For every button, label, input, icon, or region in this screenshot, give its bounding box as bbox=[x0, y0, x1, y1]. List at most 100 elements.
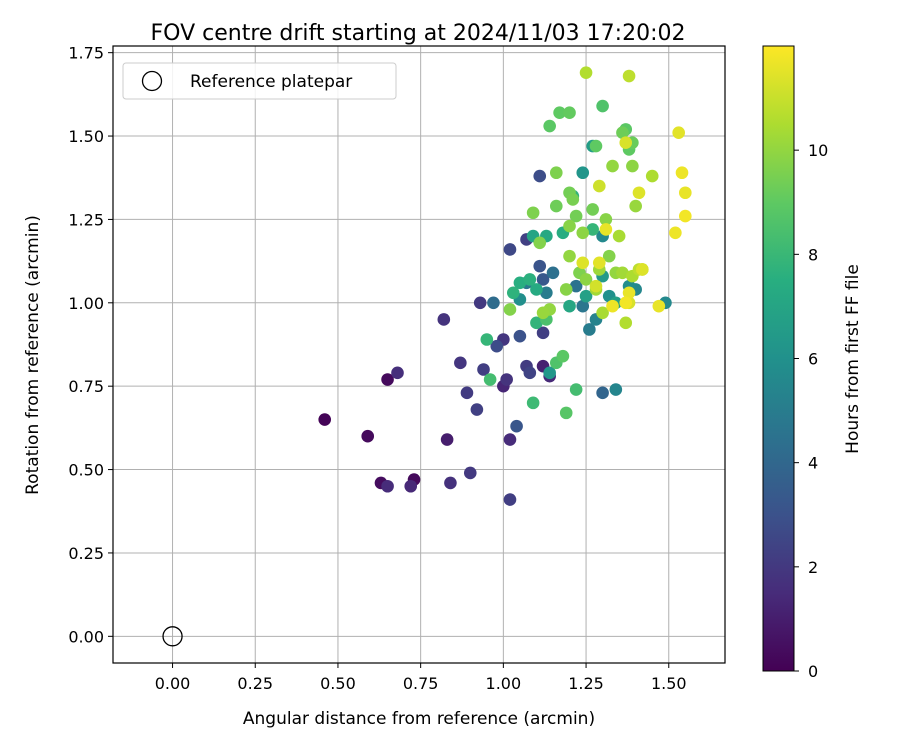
colorbar-label: Hours from first FF file bbox=[843, 264, 863, 454]
data-point bbox=[586, 223, 599, 236]
data-point bbox=[616, 126, 629, 140]
data-point bbox=[546, 266, 560, 280]
data-point bbox=[404, 479, 418, 493]
data-point bbox=[602, 249, 616, 263]
data-point bbox=[549, 199, 563, 213]
data-point bbox=[619, 316, 633, 330]
colorbar-tick-label: 6 bbox=[808, 350, 818, 369]
data-point bbox=[533, 259, 547, 273]
data-point bbox=[553, 106, 566, 120]
data-point bbox=[576, 226, 590, 240]
chart-title: FOV centre drift starting at 2024/11/03 … bbox=[151, 21, 686, 46]
data-point bbox=[503, 303, 517, 316]
data-point bbox=[629, 199, 642, 213]
y-tick-label: 1.00 bbox=[68, 294, 104, 313]
data-point bbox=[669, 226, 682, 240]
data-point bbox=[463, 466, 477, 480]
data-point bbox=[536, 326, 550, 340]
data-point bbox=[540, 286, 553, 300]
data-point bbox=[556, 349, 570, 363]
data-point bbox=[569, 209, 583, 223]
data-point bbox=[579, 289, 593, 303]
data-point bbox=[530, 316, 543, 330]
data-point bbox=[563, 249, 576, 263]
colorbar-ticks: 0 2 4 6 8 10 bbox=[794, 141, 828, 681]
data-point bbox=[549, 166, 563, 180]
data-point bbox=[506, 286, 520, 300]
reference-platepar-point bbox=[162, 626, 183, 647]
data-point bbox=[592, 256, 606, 270]
colorbar-tick-label: 0 bbox=[808, 662, 818, 681]
data-point bbox=[487, 296, 500, 310]
x-tick-label: 0.25 bbox=[237, 674, 273, 693]
x-tick-label: 0.75 bbox=[403, 674, 439, 693]
data-point bbox=[391, 366, 404, 380]
data-point bbox=[381, 373, 394, 386]
data-point bbox=[559, 283, 573, 296]
data-point bbox=[569, 383, 583, 396]
data-point bbox=[318, 413, 332, 426]
data-point bbox=[619, 296, 633, 310]
x-tick-label: 1.00 bbox=[486, 674, 522, 693]
data-point bbox=[543, 366, 556, 380]
data-point bbox=[523, 273, 537, 286]
data-point bbox=[619, 136, 633, 150]
data-point bbox=[672, 126, 685, 140]
data-point bbox=[563, 299, 576, 313]
data-point bbox=[361, 429, 375, 443]
data-point bbox=[589, 279, 603, 293]
y-tick-label: 0.75 bbox=[68, 377, 104, 396]
data-point bbox=[559, 406, 573, 420]
data-point bbox=[576, 166, 590, 180]
colorbar bbox=[762, 45, 795, 672]
data-point bbox=[523, 366, 537, 380]
data-point bbox=[536, 273, 550, 286]
x-axis-ticks: 0.00 0.25 0.50 0.75 1.00 1.25 1.50 bbox=[155, 663, 687, 693]
data-point bbox=[563, 106, 576, 120]
y-tick-label: 1.75 bbox=[68, 44, 104, 63]
data-point bbox=[576, 256, 590, 270]
data-point bbox=[599, 223, 613, 236]
data-point bbox=[513, 276, 527, 290]
data-point bbox=[675, 166, 689, 180]
data-point bbox=[596, 386, 609, 400]
data-point bbox=[483, 373, 497, 386]
data-point bbox=[473, 296, 487, 310]
data-point bbox=[503, 433, 517, 446]
data-point bbox=[606, 159, 619, 173]
data-point bbox=[510, 419, 523, 433]
data-point bbox=[569, 279, 583, 293]
data-point bbox=[589, 139, 603, 153]
data-point bbox=[635, 263, 649, 276]
data-point bbox=[480, 333, 494, 346]
x-axis-label: Angular distance from reference (arcmin) bbox=[243, 709, 595, 729]
y-tick-label: 0.00 bbox=[68, 627, 104, 646]
data-point bbox=[645, 169, 659, 183]
data-point bbox=[536, 306, 550, 320]
data-point bbox=[632, 186, 646, 200]
data-point bbox=[586, 203, 599, 216]
data-point bbox=[622, 69, 636, 83]
data-point bbox=[503, 243, 517, 256]
data-point bbox=[583, 323, 596, 336]
data-point bbox=[543, 119, 556, 133]
data-point bbox=[454, 356, 467, 370]
x-tick-label: 1.50 bbox=[651, 674, 687, 693]
points-layer bbox=[162, 66, 692, 647]
data-point bbox=[599, 213, 613, 226]
data-point bbox=[679, 209, 692, 223]
legend-box bbox=[122, 62, 397, 100]
legend: Reference platepar bbox=[122, 62, 397, 100]
data-point bbox=[437, 313, 451, 326]
data-point bbox=[460, 386, 474, 400]
data-point bbox=[606, 299, 619, 313]
data-point bbox=[596, 306, 609, 320]
y-axis-ticks: 0.00 0.25 0.50 0.75 1.00 1.25 1.50 1.75 bbox=[68, 44, 113, 646]
data-point bbox=[679, 186, 692, 200]
data-point bbox=[563, 219, 576, 233]
y-tick-label: 0.50 bbox=[68, 461, 104, 480]
y-axis-label: Rotation from reference (arcmin) bbox=[23, 215, 43, 495]
data-point bbox=[533, 236, 547, 250]
x-tick-label: 1.25 bbox=[568, 674, 604, 693]
